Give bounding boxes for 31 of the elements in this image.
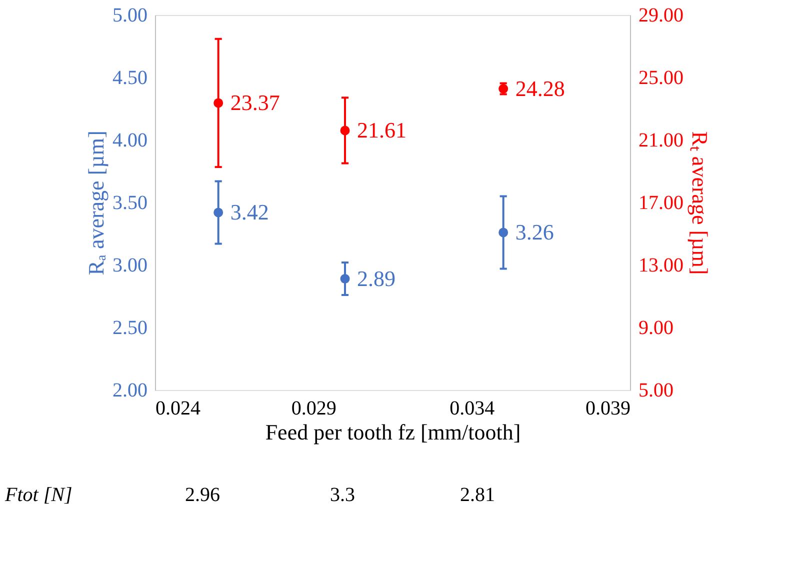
y-tick-label: 4.00 <box>112 130 148 152</box>
data-label: 24.28 <box>515 76 565 101</box>
y2-tick-label: 13.00 <box>638 254 684 276</box>
y-tick-label: 2.50 <box>112 317 148 339</box>
y-tick-label: 3.50 <box>112 192 148 214</box>
y2-tick-label: 9.00 <box>638 317 674 339</box>
data-label: 2.89 <box>357 266 396 291</box>
y2-tick-label: 21.00 <box>638 130 684 152</box>
y-tick-label: 3.00 <box>112 254 148 276</box>
y-tick-label: 5.00 <box>112 4 148 26</box>
y2-axis-title: Rₜ average [µm] <box>688 131 712 275</box>
x-tick-label: 0.034 <box>450 398 495 420</box>
x-axis-title: Feed per tooth fz [mm/tooth] <box>265 420 521 444</box>
x-tick-label: 0.024 <box>156 398 200 420</box>
data-label: 3.42 <box>230 200 269 224</box>
text: 2.81 <box>460 484 495 506</box>
x-tick-label: 0.039 <box>586 398 630 420</box>
y2-tick-label: 25.00 <box>638 67 684 89</box>
text: Ftot [N] <box>4 484 72 506</box>
y-axis-title: Rₐ average [µm] <box>84 130 108 276</box>
data-label: 23.37 <box>230 90 280 115</box>
y2-tick-label: 17.00 <box>638 192 684 214</box>
y-tick-label: 4.50 <box>112 67 148 89</box>
data-label: 3.26 <box>515 220 554 244</box>
y2-tick-label: 29.00 <box>638 4 684 26</box>
data-label: 21.61 <box>357 117 406 142</box>
text: 3.3 <box>330 484 355 506</box>
x-tick-label: 0.029 <box>291 398 336 420</box>
y-tick-label: 2.00 <box>112 380 148 402</box>
y2-tick-label: 5.00 <box>638 380 674 402</box>
text: 2.96 <box>185 484 220 506</box>
